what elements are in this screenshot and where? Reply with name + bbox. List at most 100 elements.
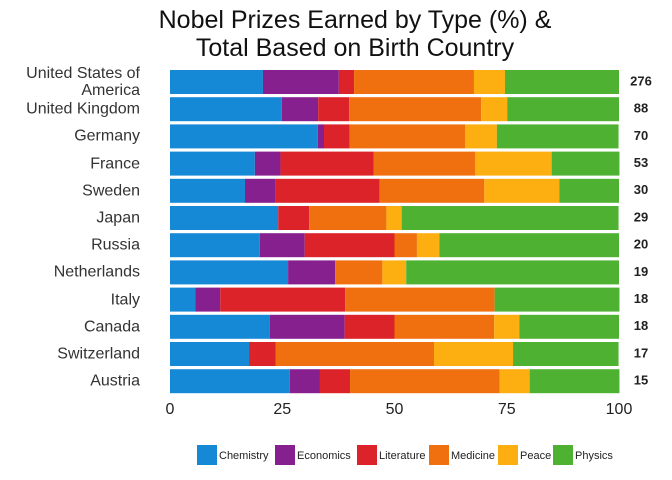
bar-segment <box>281 97 319 122</box>
bar-segment <box>170 151 255 176</box>
bar-segment <box>345 287 495 312</box>
bar-segment <box>504 70 619 94</box>
bar-segment <box>254 151 281 176</box>
bar-segment <box>373 151 476 176</box>
x-tick-label: 50 <box>386 401 404 418</box>
y-tick-label: Russia <box>91 236 140 254</box>
bar-segment <box>170 260 289 285</box>
bar-segment <box>475 151 552 176</box>
bar-segment <box>494 287 620 312</box>
y-tick-label: Germany <box>74 127 140 145</box>
bar-segment <box>416 233 440 258</box>
bar-segment <box>170 342 250 366</box>
total-label: 20 <box>634 237 648 252</box>
legend-swatch <box>498 445 518 465</box>
chart-title: Nobel Prizes Earned by Type (%) & Total … <box>158 6 552 62</box>
total-label: 18 <box>634 291 648 306</box>
bar-segment <box>170 70 263 94</box>
legend-label: Physics <box>575 450 613 462</box>
total-label: 53 <box>634 155 648 170</box>
x-tick-label: 25 <box>273 401 291 418</box>
legend-item: Economics <box>275 445 351 465</box>
total-label: 30 <box>634 182 648 197</box>
bar-segment <box>519 314 619 339</box>
total-label: 18 <box>634 318 648 333</box>
legend-item: Chemistry <box>197 445 269 465</box>
y-tick-label: Netherlands <box>53 263 140 281</box>
bar-segment <box>289 369 320 394</box>
bar-segment <box>220 287 346 312</box>
bar-segment <box>170 206 279 230</box>
bar-segment <box>280 151 374 176</box>
total-label: 29 <box>634 209 648 224</box>
bar-segment <box>499 369 530 394</box>
bar-segment <box>259 233 305 258</box>
bar-segment <box>324 124 350 149</box>
bar-segment <box>170 124 318 149</box>
bar-segment <box>406 260 619 285</box>
y-tick-label: Sweden <box>82 182 140 200</box>
legend-swatch <box>429 445 449 465</box>
legend-label: Peace <box>520 450 551 462</box>
total-label: 276 <box>630 73 652 88</box>
y-tick-label: United Kingdom <box>26 100 140 118</box>
bar-segment <box>319 369 351 394</box>
bar-segment <box>507 97 619 122</box>
bar-segment <box>170 233 260 258</box>
legend-item: Literature <box>357 445 425 465</box>
bar-segment <box>288 260 336 285</box>
legend-swatch <box>357 445 377 465</box>
bar-segment <box>317 124 325 149</box>
x-tick-label: 0 <box>166 401 175 418</box>
bar-segment <box>170 97 282 122</box>
x-tick-label: 75 <box>498 401 516 418</box>
bar-segment <box>170 369 290 394</box>
y-tick-label: Canada <box>83 318 140 336</box>
bar-segment <box>434 342 514 366</box>
y-tick-label: Italy <box>110 291 140 309</box>
bar-segment <box>394 314 495 339</box>
total-label: 88 <box>634 101 648 116</box>
bar-segment <box>379 178 485 203</box>
bar-segment <box>439 233 619 258</box>
bar-segment <box>484 178 560 203</box>
bar-segment <box>559 178 619 203</box>
bar-segment <box>401 206 619 230</box>
bar-segment <box>551 151 620 176</box>
total-label: 15 <box>634 373 648 388</box>
bar-segment <box>275 342 435 366</box>
bar-segment <box>170 178 245 203</box>
bar-segment <box>170 287 196 312</box>
bar-segment <box>464 124 497 149</box>
legend-swatch <box>275 445 295 465</box>
bar-segment <box>481 97 508 122</box>
y-tick-label: Austria <box>90 372 140 390</box>
y-tick-label: Switzerland <box>57 345 140 363</box>
x-tick-label: 100 <box>606 401 633 418</box>
legend-item: Medicine <box>429 445 495 465</box>
bar-segment <box>350 369 500 394</box>
bar-segment <box>494 314 520 339</box>
y-tick-label: France <box>90 155 140 173</box>
total-label: 19 <box>634 264 648 279</box>
legend-item: Peace <box>498 445 551 465</box>
bar-segment <box>529 369 620 394</box>
bar-segment <box>262 70 339 94</box>
bar-segment <box>354 70 474 94</box>
legend-label: Economics <box>297 450 351 462</box>
legend-label: Medicine <box>451 450 495 462</box>
bar-segment <box>338 70 355 94</box>
bar-segment <box>344 314 395 339</box>
total-label: 70 <box>634 128 648 143</box>
bar-segment <box>318 97 350 122</box>
bar-segment <box>249 342 276 366</box>
bar-segment <box>335 260 383 285</box>
bar-segment <box>275 178 380 203</box>
legend-label: Literature <box>379 450 425 462</box>
bar-segment <box>170 314 270 339</box>
bar-segment <box>278 206 310 230</box>
bar-segment <box>386 206 402 230</box>
bar-segment <box>473 70 505 94</box>
